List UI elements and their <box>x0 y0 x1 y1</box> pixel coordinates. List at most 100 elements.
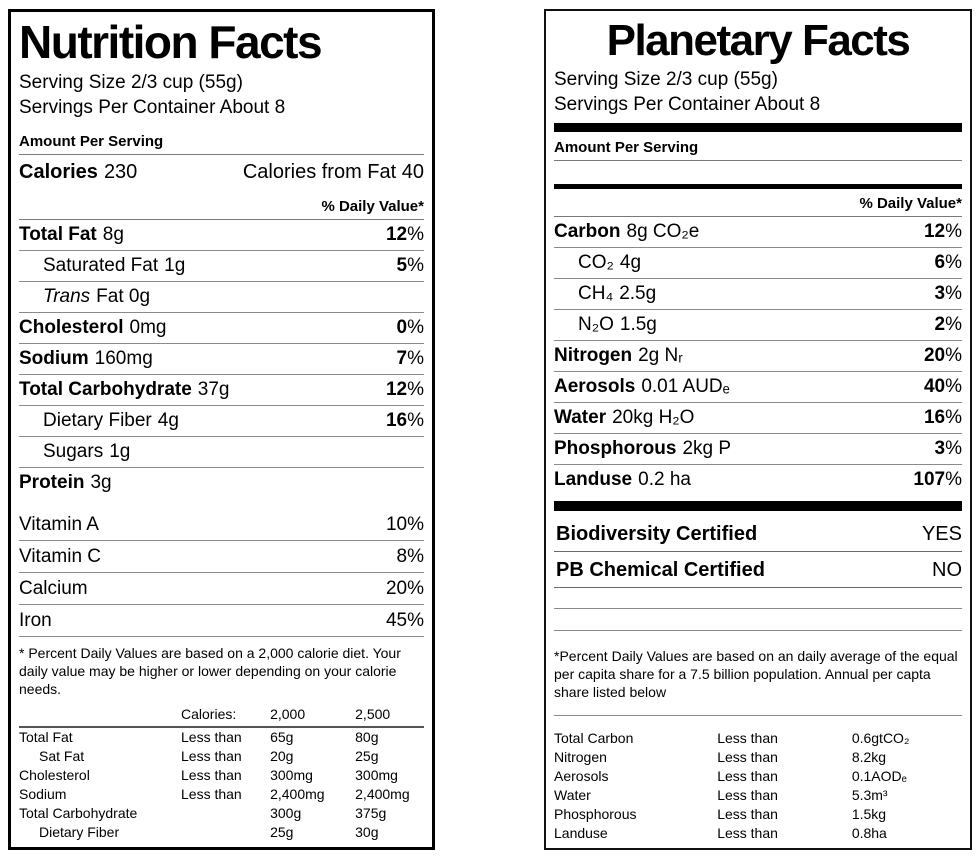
nutrient-amount: 2g Nᵣ <box>638 344 683 366</box>
percent-sign: % <box>945 313 962 335</box>
nutrient-name: CO₂ <box>578 251 614 273</box>
vitamin-row: Vitamin C 8% <box>19 541 424 573</box>
daily-value-percent: 107 <box>913 468 946 490</box>
nutrient-name: Sugars <box>43 440 104 462</box>
table-row: Landuse Less than 0.8ha <box>554 823 962 842</box>
ref-qualifier: Less than <box>717 729 778 746</box>
ref-2500: 30g <box>355 823 379 840</box>
servings-per-container: Servings Per Container About 8 <box>19 96 286 118</box>
serving-size: Serving Size 2/3 cup (55g) <box>554 68 778 90</box>
ref-2000: 25g <box>270 823 294 840</box>
daily-value-percent: 12 <box>923 220 946 242</box>
nutrient-amount: 4g <box>157 409 179 431</box>
nutrient-name: Carbon <box>554 220 621 242</box>
separator-bar <box>554 500 962 511</box>
nutrient-name: Water <box>554 406 607 428</box>
table-row: Aerosols Less than 0.1AODₑ <box>554 766 962 785</box>
nutrient-row: Nitrogen 2g Nᵣ 20% <box>554 341 962 372</box>
nutrient-name: Trans <box>43 285 91 307</box>
nutrient-name: Sodium <box>19 347 89 369</box>
table-row: Sodium Less than 2,400mg 2,400mg <box>19 785 424 804</box>
calories-value: Calories 230 <box>19 161 137 184</box>
table-row: Total Carbohydrate 300g 375g <box>19 804 424 823</box>
ref-qualifier: Less than <box>181 785 242 802</box>
nutrient-amount: 8g <box>102 223 124 245</box>
table-row: Sat Fat Less than 20g 25g <box>19 747 424 766</box>
col-2000: 2,000 <box>270 705 306 722</box>
nutrient-row: Water 20kg H₂O 16% <box>554 403 962 434</box>
nutrient-amount: 4g <box>619 251 642 273</box>
nutrient-name: Phosphorous <box>554 437 677 459</box>
calories-from-fat: Calories from Fat 40 <box>242 160 424 183</box>
serving-size: Serving Size 2/3 cup (55g) <box>19 71 243 93</box>
daily-value-percent: 12 <box>385 223 408 245</box>
daily-value-percent: 5 <box>396 254 408 276</box>
percent-sign: % <box>945 406 962 428</box>
ref-value: 0.1AODₑ <box>851 767 907 784</box>
vitamin-name: Iron <box>19 609 52 631</box>
ref-value: 1.5kg <box>851 805 887 822</box>
ref-name: Landuse <box>554 824 608 841</box>
vitamin-percent: 10% <box>385 513 424 535</box>
percent-sign: % <box>407 316 424 338</box>
nutrient-name: Protein <box>19 471 85 493</box>
ref-name: Cholesterol <box>19 766 90 783</box>
certified-row: PB Chemical Certified NO <box>554 552 962 588</box>
nutrient-row: Cholesterol 0mg 0% <box>19 313 424 344</box>
vitamin-name: Vitamin C <box>19 545 102 567</box>
vitamin-row: Calcium 20% <box>19 573 424 605</box>
percent-sign: % <box>945 282 962 304</box>
ref-qualifier: Less than <box>717 748 778 765</box>
nutrient-name: Total Carbohydrate <box>19 378 192 400</box>
ref-name: Nitrogen <box>554 748 607 765</box>
vitamin-percent: 8% <box>396 545 424 567</box>
certified-value: NO <box>932 558 962 581</box>
ref-2000: 300mg <box>270 766 313 783</box>
empty-row <box>554 609 962 631</box>
ref-name: Total Carbohydrate <box>19 804 138 821</box>
nutrient-amount: 0.01 AUDₑ <box>641 375 730 397</box>
daily-value-percent: 3 <box>934 437 946 459</box>
percent-sign: % <box>407 409 424 431</box>
daily-value-percent: 0 <box>396 316 408 338</box>
amount-per-serving: Amount Per Serving <box>554 137 962 162</box>
certified-name: Biodiversity Certified <box>556 522 758 545</box>
nutrient-row: Aerosols 0.01 AUDₑ 40% <box>554 372 962 403</box>
percent-sign: % <box>945 437 962 459</box>
ref-name: Total Fat <box>19 728 73 745</box>
nutrient-row: Carbon 8g CO₂e 12% <box>554 217 962 248</box>
amount-per-serving: Amount Per Serving <box>19 131 424 155</box>
ref-qualifier: Less than <box>717 767 778 784</box>
table-row: Water Less than 5.3m³ <box>554 785 962 804</box>
percent-sign: % <box>945 251 962 273</box>
nutrient-name: Nitrogen <box>554 344 633 366</box>
ref-2500: 300mg <box>355 766 398 783</box>
ref-qualifier: Less than <box>181 766 242 783</box>
nutrient-amount: 2.5g <box>619 282 657 304</box>
ref-name: Dietary Fiber <box>39 823 120 840</box>
ref-value: 8.2kg <box>851 748 887 765</box>
planetary-facts-label: Planetary Facts Serving Size 2/3 cup (55… <box>544 9 972 850</box>
separator-bar <box>554 122 962 133</box>
nutrient-row: CH₄ 2.5g 3% <box>554 279 962 310</box>
separator-bar <box>554 183 962 189</box>
ref-name: Aerosols <box>554 767 609 784</box>
daily-value-header: % Daily Value* <box>554 191 962 217</box>
vitamin-row: Iron 45% <box>19 605 424 637</box>
label-title: Planetary Facts <box>606 16 911 65</box>
reference-table: Total Carbon Less than 0.6gtCO₂ Nitrogen… <box>554 715 962 842</box>
nutrient-amount: Fat 0g <box>96 285 151 307</box>
nutrient-row: Phosphorous 2kg P 3% <box>554 434 962 465</box>
ref-2000: 2,400mg <box>270 785 325 802</box>
ref-2500: 80g <box>355 728 379 745</box>
nutrient-name: N₂O <box>578 313 614 335</box>
daily-value-percent: 7 <box>396 347 408 369</box>
nutrient-row: N₂O 1.5g 2% <box>554 310 962 341</box>
col-2500: 2,500 <box>355 705 391 722</box>
vitamin-percent: 45% <box>385 609 424 631</box>
ref-qualifier: Less than <box>717 824 778 841</box>
table-row: Dietary Fiber 25g 30g <box>19 823 424 842</box>
nutrient-amount: 160mg <box>94 347 153 369</box>
nutrient-name: Aerosols <box>554 375 636 397</box>
servings-per-container: Servings Per Container About 8 <box>554 93 821 115</box>
